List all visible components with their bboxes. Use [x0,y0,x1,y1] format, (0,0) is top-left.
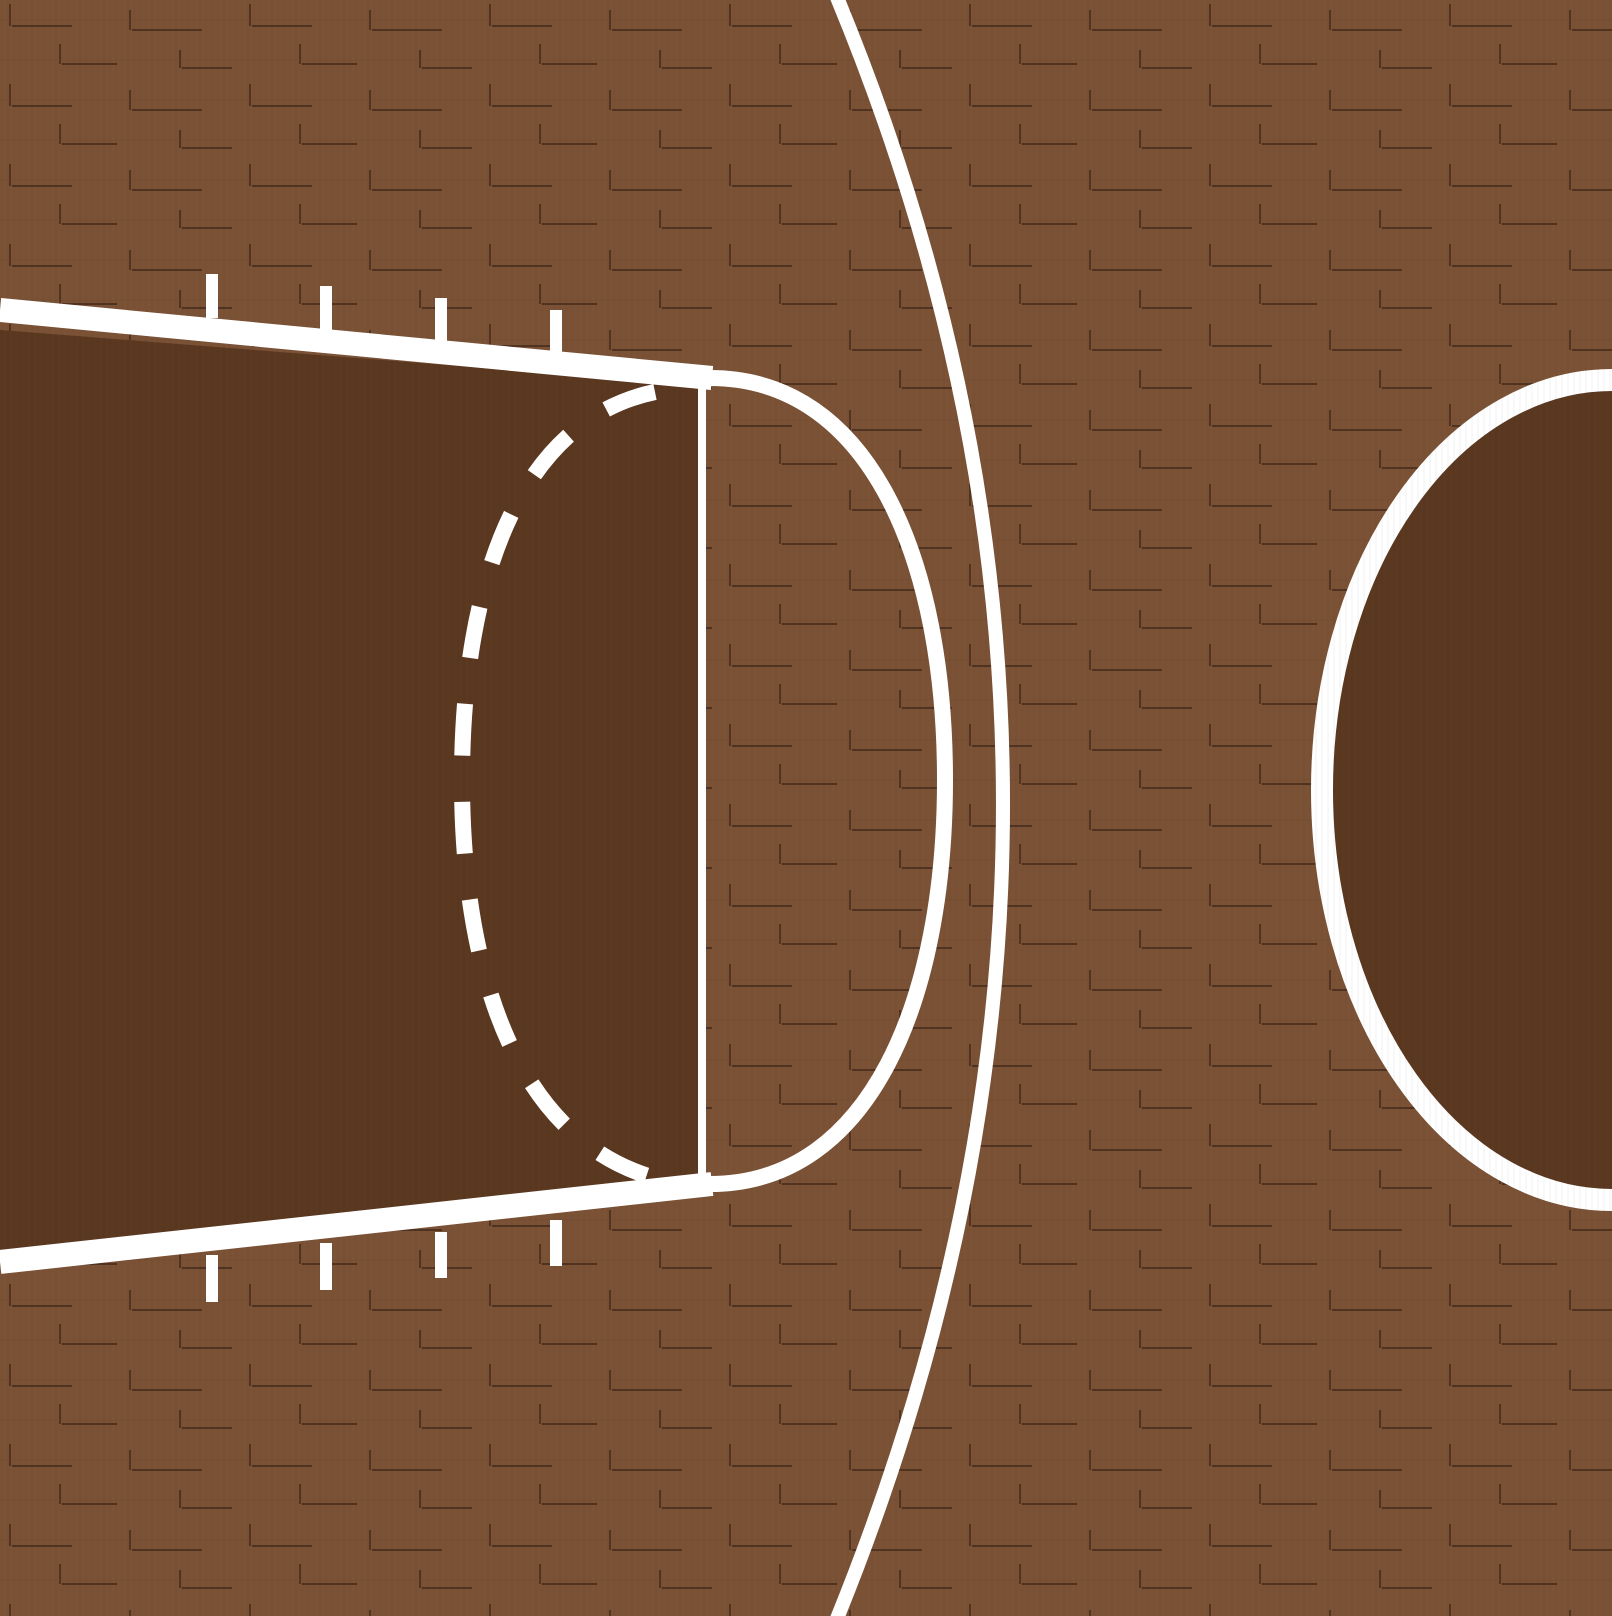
lane-line-bottom [0,1172,714,1274]
lane-line-top [0,298,714,390]
restricted-arc [453,384,658,1186]
three-point-arc [830,0,1010,1616]
hash-marks [206,274,562,1302]
free-throw-arc [709,370,954,1192]
